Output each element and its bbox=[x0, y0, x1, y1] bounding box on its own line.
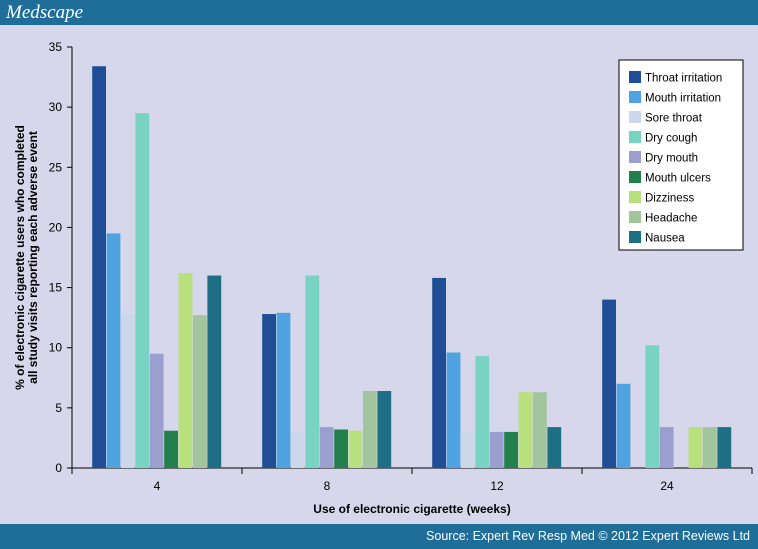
bar bbox=[164, 430, 178, 468]
legend-label: Headache bbox=[645, 213, 697, 225]
x-tick-label: 24 bbox=[660, 479, 674, 493]
legend-swatch bbox=[629, 71, 641, 83]
legend: Throat irritation Mouth irritation Sore th… bbox=[618, 59, 744, 251]
bar bbox=[207, 275, 222, 468]
legend-label: Dry mouth bbox=[645, 153, 698, 165]
chart: 0 5 10 15 20 25 30 35 4 8 12 24 % of electronic ci… bbox=[0, 25, 758, 524]
legend-label: Throat irritation bbox=[645, 73, 722, 85]
bar bbox=[533, 392, 547, 468]
bar bbox=[602, 299, 616, 468]
legend-label: Dizziness bbox=[645, 193, 694, 205]
bar bbox=[659, 427, 674, 468]
brand-logo: Medscape bbox=[6, 2, 84, 23]
bar bbox=[348, 430, 363, 468]
x-axis-label: Use of electronic cigarette (weeks) bbox=[313, 502, 510, 516]
bar bbox=[135, 113, 150, 469]
bar bbox=[121, 314, 135, 468]
legend-swatch bbox=[629, 111, 641, 123]
bar bbox=[319, 427, 334, 468]
y-tick-label: 20 bbox=[49, 220, 63, 234]
legend-label: Dry cough bbox=[645, 133, 697, 145]
legend-swatch bbox=[629, 211, 641, 223]
bar bbox=[446, 352, 461, 468]
bar bbox=[432, 277, 446, 468]
y-axis-label-line: % of electronic cigarette users who comp… bbox=[13, 125, 27, 390]
y-tick-label: 10 bbox=[49, 341, 63, 355]
bar bbox=[305, 275, 320, 468]
bar bbox=[504, 431, 518, 468]
bar bbox=[193, 315, 207, 468]
legend-label: Nausea bbox=[645, 233, 685, 245]
y-axis-label-line: all study visits reporting each adverse … bbox=[26, 131, 40, 384]
legend-label: Mouth irritation bbox=[645, 93, 721, 105]
y-tick-label: 5 bbox=[55, 401, 62, 415]
x-tick-label: 4 bbox=[154, 479, 161, 493]
source-credit: Source: Expert Rev Resp Med © 2012 Exper… bbox=[426, 529, 750, 543]
bar bbox=[703, 427, 717, 468]
bar bbox=[276, 312, 291, 468]
bar bbox=[377, 391, 392, 468]
legend-swatch bbox=[629, 191, 641, 203]
legend-swatch bbox=[629, 171, 641, 183]
bar bbox=[334, 429, 348, 468]
bar bbox=[106, 233, 121, 468]
y-axis-label: % of electronic cigarette users who comp… bbox=[13, 125, 40, 390]
footer-bar: Source: Expert Rev Resp Med © 2012 Exper… bbox=[0, 524, 758, 549]
bar bbox=[518, 392, 533, 468]
legend-swatch bbox=[629, 151, 641, 163]
y-tick-label: 35 bbox=[49, 40, 63, 54]
bar bbox=[291, 431, 305, 468]
bar bbox=[461, 431, 475, 468]
y-tick-label: 15 bbox=[49, 281, 63, 295]
bar bbox=[547, 427, 562, 468]
y-tick-label: 25 bbox=[49, 160, 63, 174]
bar bbox=[262, 314, 276, 468]
legend-swatch bbox=[629, 231, 641, 243]
legend-swatch bbox=[629, 91, 641, 103]
bar bbox=[717, 427, 732, 468]
bar bbox=[363, 391, 377, 468]
legend-label: Mouth ulcers bbox=[645, 173, 711, 185]
y-axis: 0 5 10 15 20 25 30 35 bbox=[49, 40, 73, 475]
legend-label: Sore throat bbox=[645, 113, 703, 125]
bar bbox=[178, 273, 193, 468]
bar bbox=[489, 431, 504, 468]
y-tick-label: 30 bbox=[49, 100, 63, 114]
bars bbox=[92, 66, 732, 469]
bar bbox=[475, 356, 490, 468]
bar bbox=[92, 66, 106, 468]
bar bbox=[688, 427, 703, 468]
bar bbox=[645, 345, 660, 468]
header-bar: Medscape bbox=[0, 0, 758, 25]
x-tick-label: 8 bbox=[324, 479, 331, 493]
y-tick-label: 0 bbox=[55, 461, 62, 475]
legend-swatch bbox=[629, 131, 641, 143]
bar bbox=[149, 353, 164, 468]
bar bbox=[616, 383, 631, 468]
x-tick-label: 12 bbox=[490, 479, 504, 493]
